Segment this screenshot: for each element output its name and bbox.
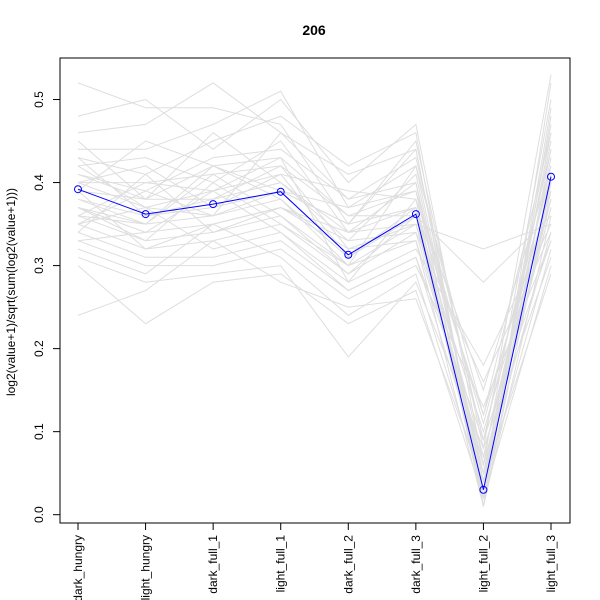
x-tick-label: light_full_2 <box>476 535 490 593</box>
background-series-line <box>77 190 552 417</box>
x-tick-label: dark_full_2 <box>341 535 355 594</box>
x-tick-label: light_full_1 <box>274 535 288 593</box>
y-tick-label: 0.3 <box>32 257 46 274</box>
y-tick-label: 0.1 <box>32 423 46 440</box>
background-series-line <box>78 90 552 416</box>
highlight-point <box>479 485 488 494</box>
background-series-line <box>77 165 552 476</box>
background-series-line <box>77 148 552 441</box>
x-tick-label: dark_hungry <box>71 535 85 600</box>
highlight-point <box>276 187 285 196</box>
highlight-point <box>74 185 82 194</box>
x-tick-label: light_full_3 <box>544 535 558 593</box>
highlight-point <box>411 210 420 219</box>
y-tick-label: 0.0 <box>32 506 46 523</box>
highlight-point <box>547 172 555 181</box>
x-tick-label: dark_full_3 <box>409 535 423 594</box>
background-series-line <box>78 157 552 490</box>
highlight-series-line <box>77 176 552 490</box>
background-series-line <box>77 140 552 283</box>
highlight-point <box>344 250 353 259</box>
background-series-line <box>77 231 552 475</box>
background-series-line <box>77 173 552 384</box>
background-series-group <box>77 74 552 507</box>
plot-area: 0.0 0.1 0.2 0.3 0.4 0.5 dark_hungry light_hungr… <box>32 57 571 600</box>
background-series-line <box>77 265 552 500</box>
y-axis-label: log2(value+1)/sqrt(sum(log2(value+1))) <box>4 188 18 396</box>
background-series-line <box>77 190 552 442</box>
y-tick-label: 0.4 <box>32 174 46 191</box>
y-tick-label: 0.2 <box>32 340 46 357</box>
background-series-line <box>77 165 552 392</box>
chart-title: 206 <box>302 22 326 38</box>
background-series-line <box>77 174 552 426</box>
background-series-line <box>77 124 552 482</box>
x-axis: dark_hungry light_hungry dark_full_1 light_… <box>71 523 558 600</box>
background-series-line <box>77 131 552 507</box>
highlight-point <box>141 210 150 219</box>
background-series-line <box>77 181 552 467</box>
y-tick-label: 0.5 <box>32 91 46 108</box>
y-axis: 0.0 0.1 0.2 0.3 0.4 0.5 <box>32 91 61 523</box>
background-series-line <box>77 149 552 499</box>
background-series-line <box>77 199 552 434</box>
x-tick-label: light_hungry <box>139 535 153 600</box>
highlight-point <box>209 200 218 209</box>
background-series-line <box>77 82 552 499</box>
x-tick-label: dark_full_1 <box>206 535 220 594</box>
